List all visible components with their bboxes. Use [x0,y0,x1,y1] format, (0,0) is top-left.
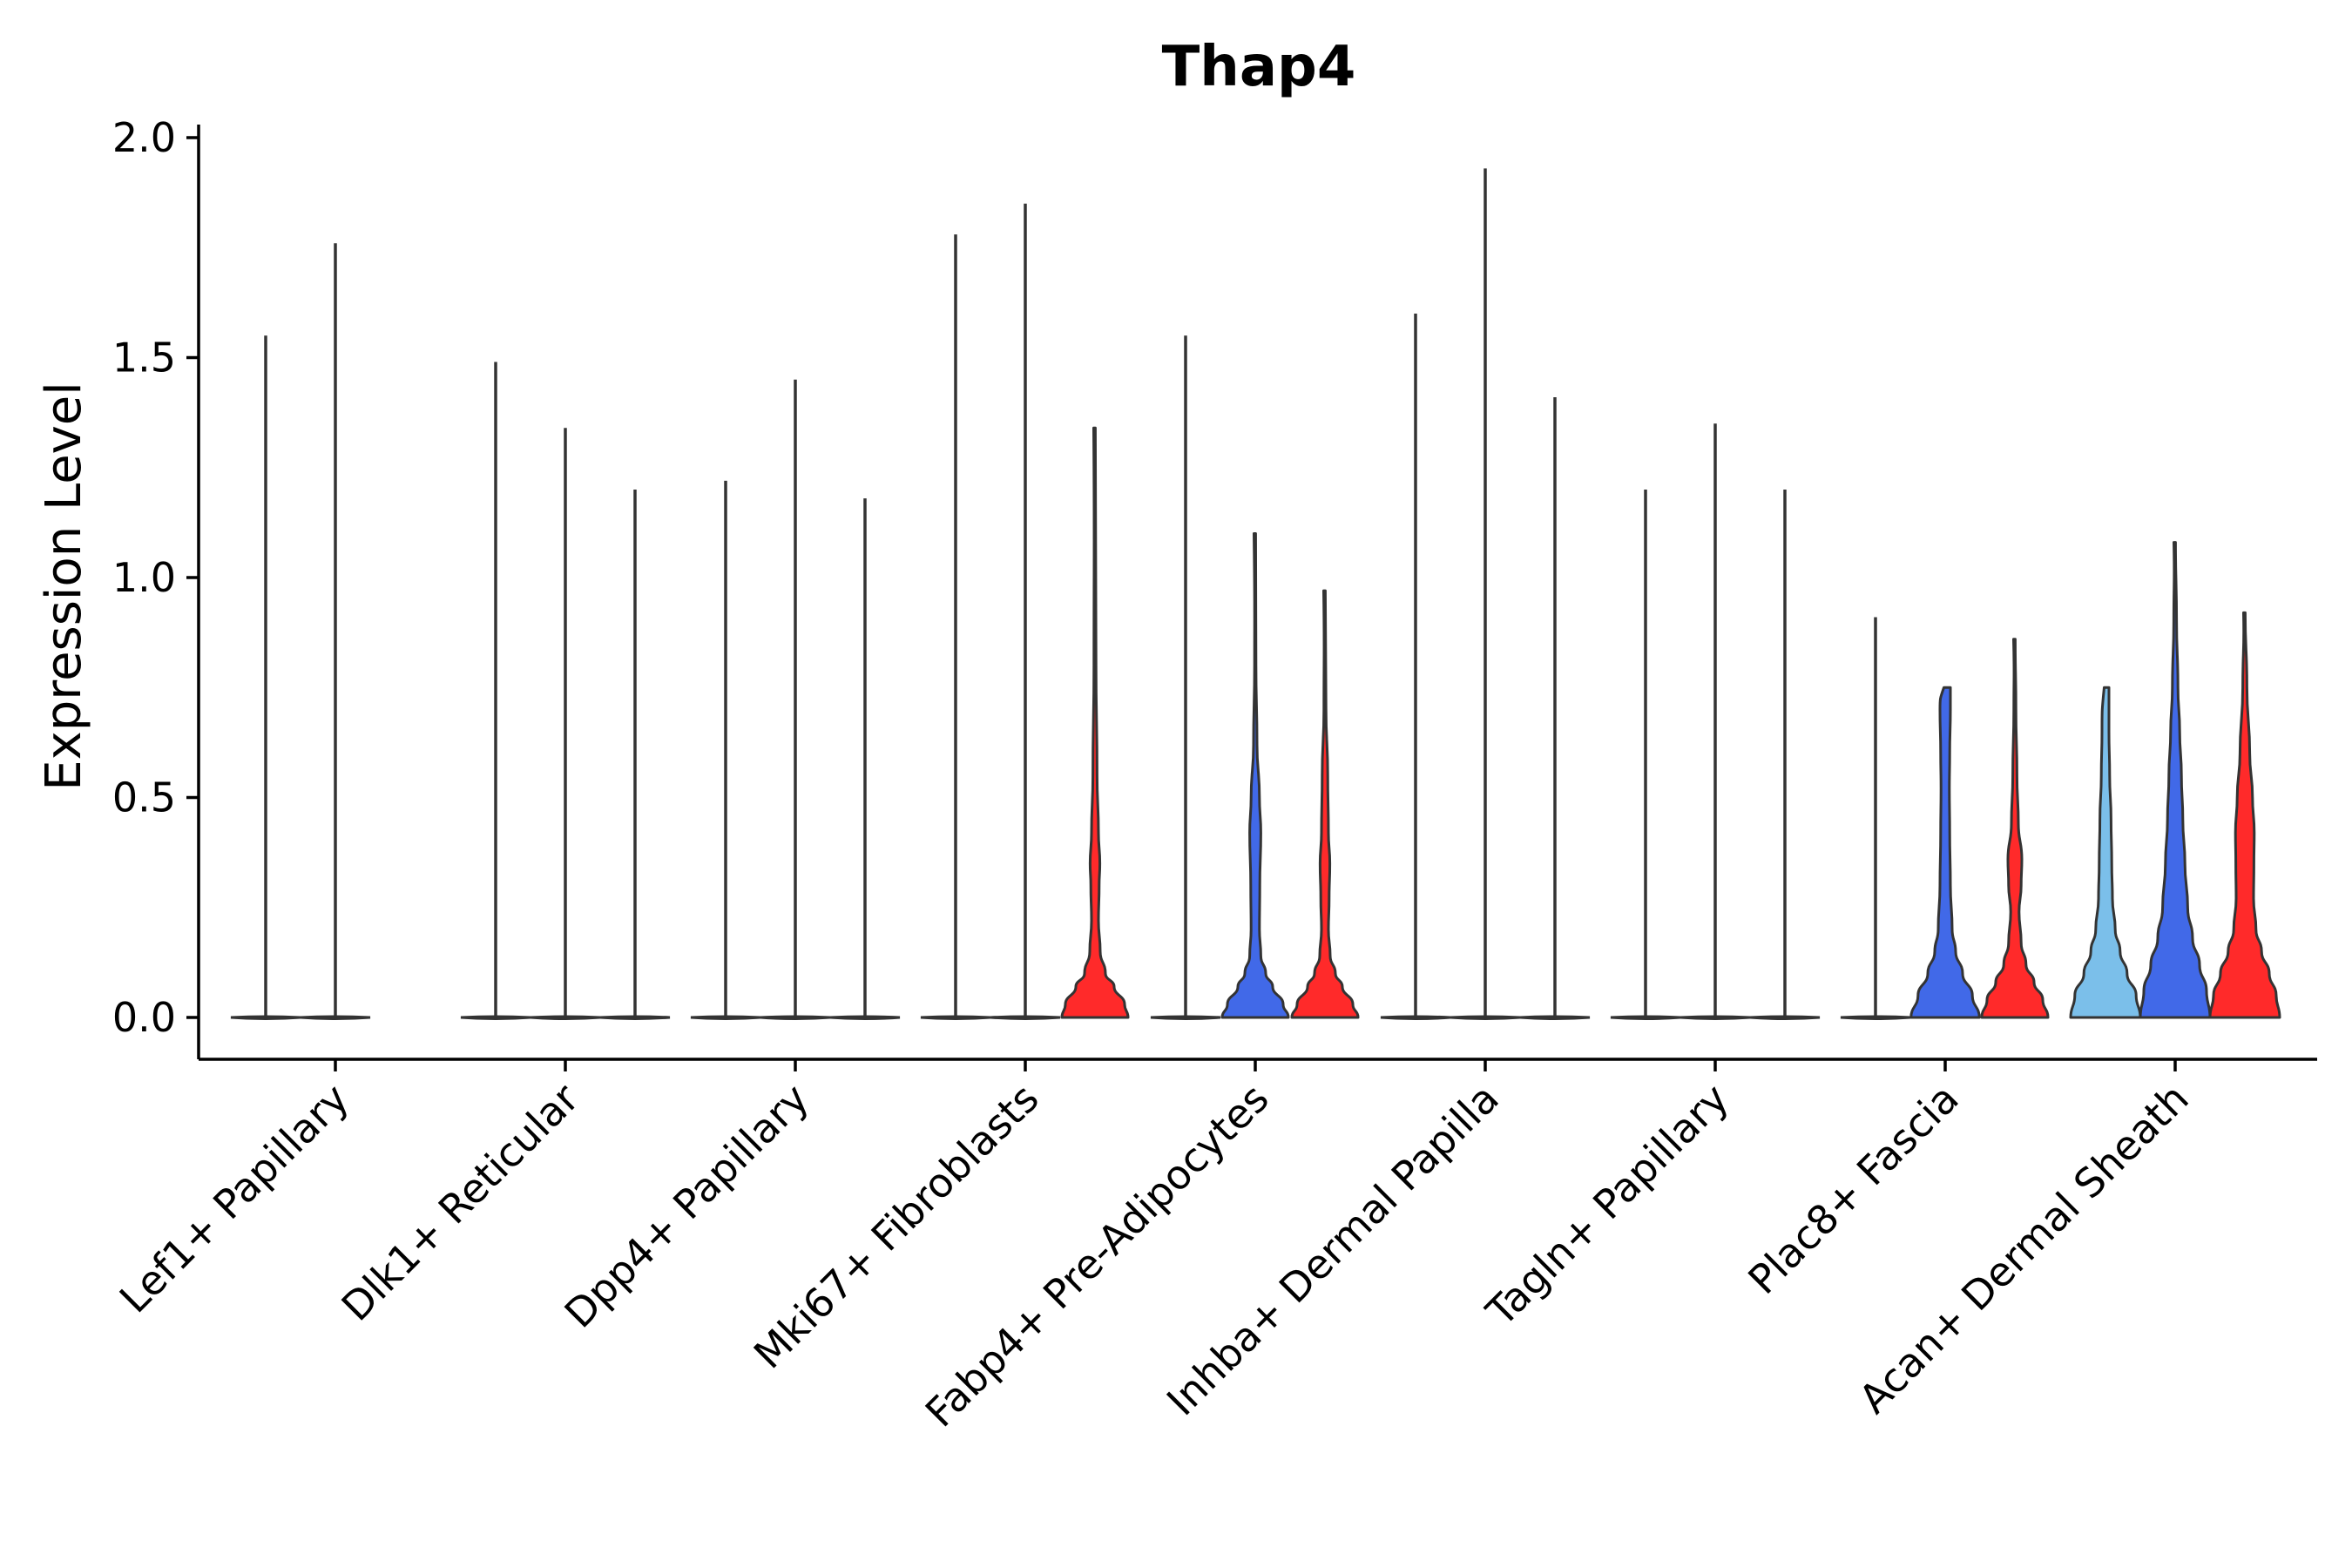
violin-base [1519,1015,1591,1020]
violin-blue [1220,532,1290,1019]
violin-red [1980,638,2050,1019]
violin-base [829,1015,901,1020]
violins-layer [230,168,2281,1020]
violin-red [2208,611,2281,1019]
violin-base [599,1015,671,1020]
violin-blue [2139,541,2212,1019]
y-ticks: 0.0 0.5 1.0 1.5 2.0 [112,114,199,1041]
violin-base [1150,1015,1221,1020]
violin-red [1290,589,1360,1019]
y-axis-label: Expression Level [36,382,92,791]
x-tick-label: Tagln+ Papillary [1477,1075,1738,1336]
y-tick-label: 0.5 [112,774,176,821]
x-tick-label: Dpp4+ Papillary [556,1075,818,1337]
violin-base [300,1015,371,1020]
chart-title: Thap4 [1162,35,1356,99]
axes-layer [197,125,2317,1061]
x-tick-label: Lef1+ Papillary [111,1075,358,1322]
violin-blue [1909,686,1981,1019]
y-tick-label: 2.0 [112,114,176,161]
violin-base [990,1015,1061,1020]
x-tick-label: Plac8+ Fascia [1739,1075,1967,1303]
violin-red [1060,426,1130,1019]
violin-light_blue [2069,686,2142,1019]
x-tick-label: Dlk1+ Reticular [333,1075,588,1330]
violin-base [1749,1015,1821,1020]
y-tick-label: 0.0 [112,994,176,1041]
y-tick-label: 1.5 [112,335,176,382]
y-tick-label: 1.0 [112,554,176,601]
